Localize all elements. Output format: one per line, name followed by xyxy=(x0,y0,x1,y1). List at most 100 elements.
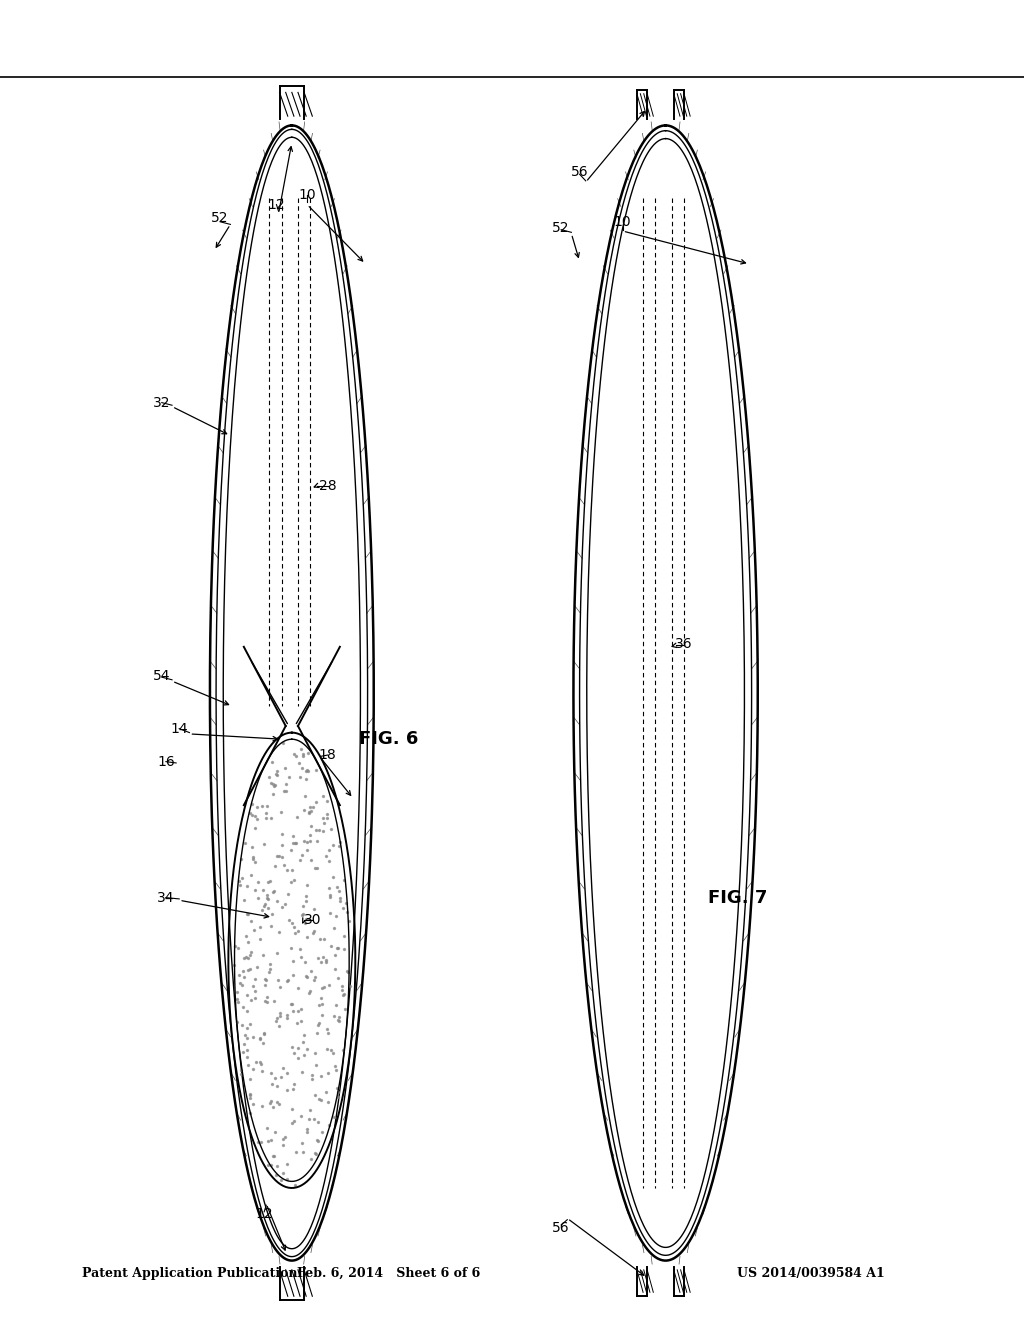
Point xyxy=(265,1096,282,1117)
Point xyxy=(259,1130,275,1151)
Point xyxy=(229,1012,246,1034)
Point xyxy=(270,1015,287,1036)
Point xyxy=(274,896,291,917)
Point xyxy=(314,993,331,1014)
Text: 14: 14 xyxy=(170,722,188,735)
Point xyxy=(313,1065,330,1086)
Point xyxy=(310,995,327,1016)
Point xyxy=(299,759,315,780)
Point xyxy=(263,1063,280,1084)
Point xyxy=(329,876,345,898)
Point xyxy=(245,1059,261,1080)
Point xyxy=(267,855,284,876)
Point xyxy=(262,772,279,793)
Point xyxy=(285,1098,301,1119)
Point xyxy=(255,879,271,900)
Point xyxy=(266,775,283,796)
Point xyxy=(278,774,294,795)
Point xyxy=(309,858,326,879)
Point xyxy=(237,1034,253,1055)
Point xyxy=(274,824,291,845)
Point xyxy=(247,879,263,900)
Point xyxy=(294,843,310,865)
Point xyxy=(252,916,268,937)
Point xyxy=(269,891,286,912)
Point xyxy=(299,832,315,853)
Point xyxy=(272,977,289,998)
Point xyxy=(243,911,259,932)
Point xyxy=(330,1081,346,1102)
Point xyxy=(245,1027,261,1048)
Point xyxy=(263,916,280,937)
Point xyxy=(296,830,312,851)
Point xyxy=(295,1031,311,1052)
Point xyxy=(231,964,248,985)
Point xyxy=(279,1168,295,1189)
Point xyxy=(252,1028,268,1049)
Point xyxy=(310,1131,327,1152)
Point xyxy=(286,1110,302,1131)
Point xyxy=(226,954,243,975)
Point xyxy=(288,833,304,854)
Point xyxy=(237,890,253,911)
Point xyxy=(298,908,314,929)
Point xyxy=(292,767,308,788)
Point xyxy=(262,1130,279,1151)
Point xyxy=(236,1041,252,1063)
Point xyxy=(268,1076,285,1097)
Point xyxy=(226,936,243,957)
Point xyxy=(264,783,281,804)
Point xyxy=(331,880,347,902)
Point xyxy=(314,1121,331,1142)
Point xyxy=(310,1012,327,1034)
Point xyxy=(244,941,260,962)
Point xyxy=(303,960,319,981)
Point xyxy=(321,850,337,871)
Point xyxy=(252,1028,268,1049)
Text: 56: 56 xyxy=(570,165,589,178)
Point xyxy=(230,991,247,1012)
Point xyxy=(273,801,290,822)
Point xyxy=(280,1063,296,1084)
Point xyxy=(328,1056,344,1077)
Text: 10: 10 xyxy=(298,189,316,202)
Point xyxy=(258,803,274,824)
Point xyxy=(318,791,335,812)
Point xyxy=(239,903,255,924)
Point xyxy=(301,824,317,845)
Point xyxy=(297,890,313,911)
Point xyxy=(247,817,263,838)
Point xyxy=(270,846,287,867)
Text: Patent Application Publication: Patent Application Publication xyxy=(82,1267,297,1280)
Point xyxy=(318,845,335,866)
Point xyxy=(238,925,254,946)
Point xyxy=(294,1133,310,1154)
Point xyxy=(274,1135,291,1156)
Point xyxy=(301,830,317,851)
Point xyxy=(307,1085,324,1106)
Text: 28: 28 xyxy=(318,479,337,492)
Point xyxy=(332,887,348,908)
Point xyxy=(274,834,291,855)
Point xyxy=(292,939,308,960)
Point xyxy=(305,923,322,944)
Point xyxy=(242,958,258,979)
Point xyxy=(297,886,313,907)
Point xyxy=(299,875,315,896)
Point xyxy=(254,899,270,920)
Point xyxy=(261,1093,278,1114)
Point xyxy=(261,961,278,982)
Point xyxy=(286,1073,302,1094)
Point xyxy=(267,1164,284,1185)
Point xyxy=(290,920,306,941)
Point xyxy=(330,1010,346,1031)
Point xyxy=(275,780,292,801)
Point xyxy=(285,825,301,846)
Point xyxy=(240,1047,256,1068)
Point xyxy=(263,807,280,828)
Point xyxy=(296,800,312,821)
Point xyxy=(301,1100,317,1121)
Point xyxy=(299,743,315,764)
Point xyxy=(306,969,323,990)
Point xyxy=(244,793,260,814)
